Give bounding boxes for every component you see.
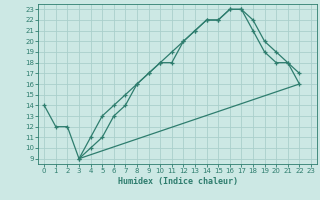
X-axis label: Humidex (Indice chaleur): Humidex (Indice chaleur) <box>118 177 238 186</box>
